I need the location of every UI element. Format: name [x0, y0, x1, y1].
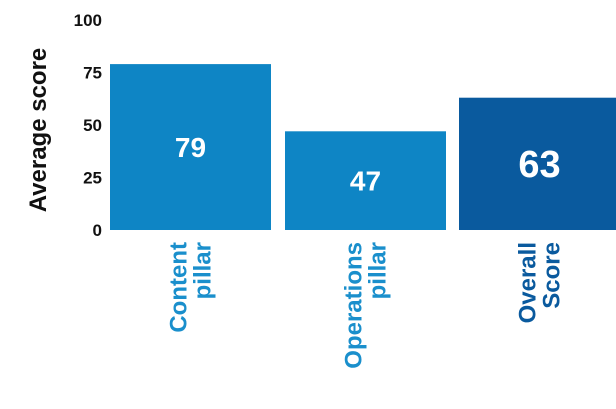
x-category-label: OverallScore — [515, 242, 566, 323]
x-category-label-text: OverallScore — [515, 242, 566, 323]
bar-value-label: 79 — [175, 132, 206, 163]
x-category-label-line: Operations — [341, 242, 368, 369]
bar-value-label: 47 — [350, 166, 381, 197]
bar-value-label: 63 — [518, 144, 560, 186]
x-category-label-text: Operationspillar — [341, 242, 392, 369]
bar — [110, 64, 271, 230]
y-tick-label: 50 — [83, 116, 102, 135]
y-axis-title: Average score — [25, 48, 52, 213]
x-category-label-line: Score — [539, 242, 566, 309]
bars — [110, 64, 616, 230]
y-tick-label: 0 — [93, 221, 102, 240]
x-category-label: Operationspillar — [341, 242, 392, 369]
x-category-label-line: Content — [166, 242, 193, 333]
y-axis: 0 25 50 75 100 — [74, 11, 102, 240]
bar — [459, 97, 616, 230]
y-tick-label: 100 — [74, 11, 102, 30]
x-axis-labels: Contentpillar Operationspillar OverallScor… — [166, 242, 566, 369]
y-tick-label: 25 — [83, 169, 102, 188]
x-category-label-text: Contentpillar — [166, 242, 217, 333]
x-category-label: Contentpillar — [166, 242, 217, 333]
value-labels: 79 47 63 — [175, 132, 561, 197]
x-category-label-line: pillar — [365, 242, 392, 299]
x-category-label-line: pillar — [190, 242, 217, 299]
x-category-label-line: Overall — [515, 242, 542, 323]
bar — [285, 131, 446, 230]
y-tick-label: 75 — [83, 64, 102, 83]
